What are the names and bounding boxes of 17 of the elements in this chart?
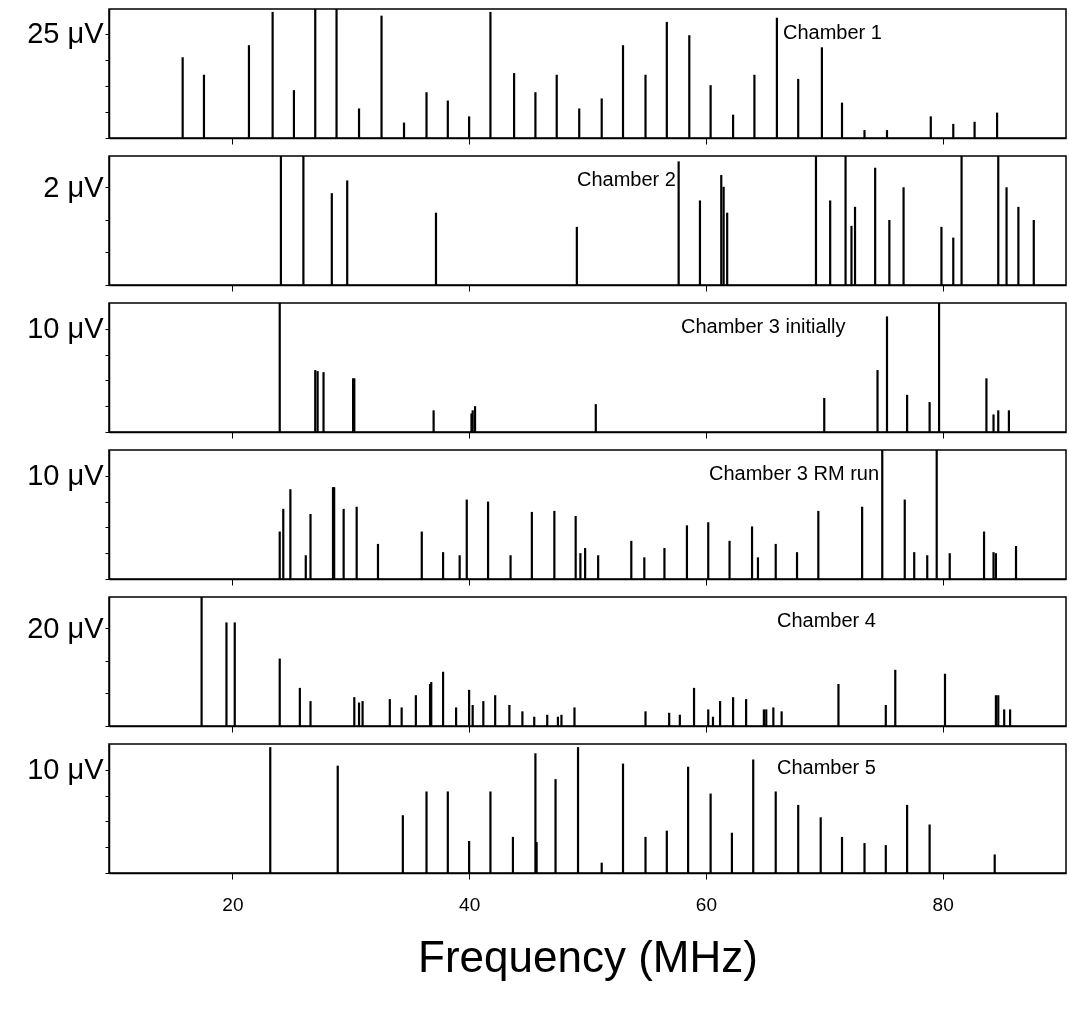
y-tick-label: 10 μV	[27, 459, 105, 492]
x-tick-label: 40	[459, 893, 481, 915]
annotation: Chamber 1	[783, 21, 882, 43]
y-tick-label: 2 μV	[43, 170, 105, 203]
x-axis-title: Frequency (MHz)	[418, 931, 758, 981]
x-tick-label: 80	[932, 893, 954, 915]
y-tick-label: 10 μV	[27, 312, 105, 345]
annotation: Chamber 3 RM run	[709, 462, 880, 484]
annotation: Chamber 2	[577, 168, 676, 190]
x-tick-label: 60	[695, 893, 717, 915]
y-tick-label: 20 μV	[27, 611, 105, 644]
x-tick-label: 20	[222, 893, 244, 915]
annotation: Chamber 5	[777, 756, 876, 778]
y-tick-label: 10 μV	[27, 753, 105, 786]
annotation: Chamber 3 initially	[681, 315, 846, 337]
y-tick-label: 25 μV	[27, 17, 105, 50]
annotation: Chamber 4	[777, 609, 876, 631]
